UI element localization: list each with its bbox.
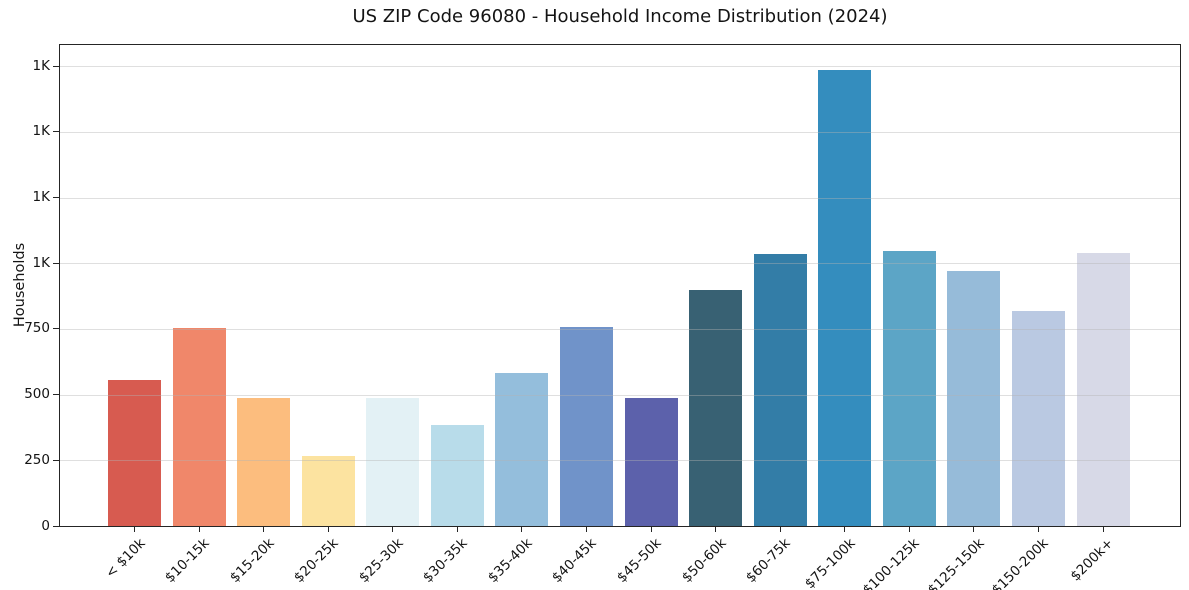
x-tick-mark — [1102, 527, 1104, 532]
y-tick-label: 500 — [24, 386, 50, 403]
x-tick-mark — [844, 527, 846, 532]
gridline — [60, 263, 1180, 265]
bar--125-150k — [947, 271, 1001, 526]
bar--15-20k — [237, 398, 291, 526]
x-tick-mark — [327, 527, 329, 532]
gridline — [60, 131, 1180, 133]
x-tick-mark — [392, 527, 394, 532]
bar--200k+ — [1076, 253, 1130, 526]
x-tick-mark — [134, 527, 135, 532]
y-tick-label: 1K — [32, 123, 50, 140]
x-tick-mark — [585, 527, 587, 532]
x-tick-mark — [973, 527, 975, 532]
bar--60-75k — [753, 254, 807, 526]
gridline — [60, 66, 1180, 68]
x-tick-mark — [263, 527, 265, 532]
gridline — [60, 328, 1180, 330]
bar--20-25k — [301, 456, 355, 526]
plot-area — [59, 44, 1181, 527]
bar--100-125k — [882, 251, 936, 526]
x-tick-mark — [456, 527, 458, 532]
bar--25-30k — [366, 398, 420, 526]
bar--50-60k — [689, 290, 743, 526]
bar--75-100k — [818, 70, 872, 526]
gridline — [60, 394, 1180, 396]
y-tick-mark — [53, 197, 59, 199]
x-tick-mark — [650, 527, 652, 532]
bar--40-45k — [559, 327, 613, 526]
y-tick-mark — [53, 525, 59, 527]
y-tick-mark — [53, 459, 59, 461]
y-tick-label: 250 — [24, 451, 50, 468]
x-tick-mark — [908, 527, 910, 532]
gridline — [60, 197, 1180, 199]
y-tick-label: 1K — [32, 57, 50, 74]
y-tick-label: 1K — [32, 189, 50, 206]
chart-title: US ZIP Code 96080 - Household Income Dis… — [352, 6, 888, 27]
y-tick-mark — [53, 131, 59, 133]
y-tick-label: 1K — [32, 254, 50, 271]
x-tick-mark — [521, 527, 523, 532]
bar--10k — [108, 380, 161, 526]
x-tick-mark — [715, 527, 717, 532]
bar--35-40k — [495, 373, 549, 526]
x-tick-mark — [198, 527, 200, 532]
bar--10-15k — [172, 328, 226, 526]
y-tick-mark — [53, 394, 59, 396]
bar--30-35k — [430, 425, 484, 526]
bar--150-200k — [1011, 311, 1065, 526]
y-tick-mark — [53, 328, 59, 330]
x-tick-mark — [1037, 527, 1039, 532]
x-tick-mark — [779, 527, 781, 532]
x-tick-label: < $10k — [102, 535, 149, 582]
y-tick-mark — [53, 65, 59, 67]
gridline — [60, 460, 1180, 462]
y-tick-label: 750 — [24, 320, 50, 337]
bar--45-50k — [624, 398, 678, 526]
y-tick-label: 0 — [41, 517, 50, 534]
y-tick-mark — [53, 262, 59, 264]
